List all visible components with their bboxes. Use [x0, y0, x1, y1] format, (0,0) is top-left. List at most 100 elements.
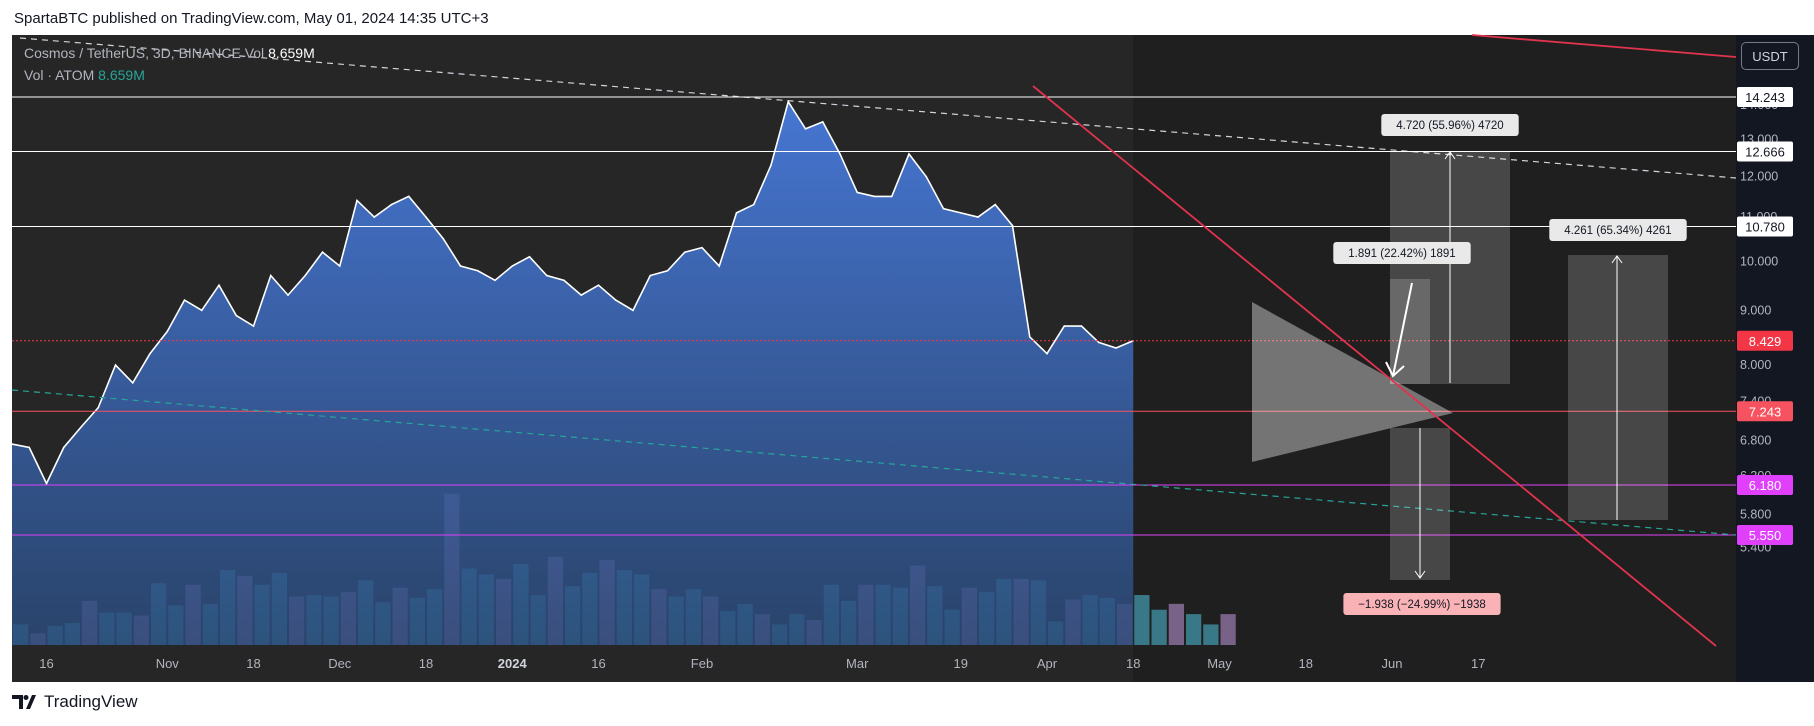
price-point	[45, 482, 48, 485]
price-point	[62, 446, 65, 449]
x-tick-label: 2024	[498, 656, 528, 671]
price-point	[304, 274, 307, 277]
x-tick-label: 17	[1471, 656, 1485, 671]
vol-prefix: Vol	[244, 45, 265, 61]
price-point	[321, 251, 324, 253]
price-point	[545, 274, 548, 277]
x-tick-label: Feb	[691, 656, 713, 671]
price-point	[494, 279, 496, 282]
price-point	[614, 299, 617, 301]
price-point	[235, 314, 238, 317]
volume-bar	[1220, 614, 1236, 645]
price-tag: 6.180	[1737, 475, 1793, 496]
price-point	[580, 294, 583, 296]
price-tag-box	[1737, 401, 1793, 422]
price-tag-text: 5.550	[1749, 528, 1782, 543]
price-point	[166, 330, 169, 333]
x-tick-label: 18	[246, 656, 260, 671]
price-point	[476, 269, 479, 272]
price-point	[407, 195, 410, 198]
price-point	[942, 207, 945, 210]
measure-arrow-up-head	[1611, 255, 1623, 264]
x-tick-label: 18	[419, 656, 433, 671]
measure-arrow-up-head	[1444, 151, 1456, 160]
price-tag-box	[1737, 87, 1793, 107]
currency-button[interactable]: USDT	[1741, 42, 1799, 70]
footer-brand: TradingView	[44, 692, 138, 711]
price-point	[821, 121, 824, 123]
price-tag-text: 14.243	[1745, 90, 1785, 105]
measure-box	[1568, 255, 1668, 520]
price-point	[632, 309, 634, 312]
price-point	[925, 175, 928, 178]
price-point	[683, 251, 686, 253]
measure-label: −1.938 (−24.99%) −1938	[1343, 593, 1501, 615]
price-point	[839, 153, 841, 155]
price-tag: 10.780	[1737, 216, 1793, 237]
price-point	[390, 203, 393, 206]
price-point	[252, 325, 255, 327]
price-tag-text: 6.180	[1749, 478, 1782, 493]
price-point	[269, 274, 272, 277]
price-point	[218, 284, 220, 287]
measure-label: 4.720 (55.96%) 4720	[1381, 114, 1519, 136]
volume-bar	[1186, 614, 1202, 645]
y-tick-label: 9.000	[1740, 303, 1771, 317]
price-point	[1080, 325, 1083, 327]
volume-bar	[1151, 609, 1167, 645]
measure-label-text: 4.261 (65.34%) 4261	[1564, 225, 1671, 237]
vol-atom-value: 8.659M	[98, 67, 145, 83]
vol-value: 8.659M	[268, 45, 315, 61]
price-tag-box	[1737, 475, 1793, 496]
price-point	[908, 153, 910, 155]
price-point	[149, 352, 151, 355]
price-tag: 8.429	[1737, 330, 1793, 351]
x-tick-label: Dec	[328, 656, 352, 671]
price-point	[597, 284, 600, 287]
measure-label-text: 4.720 (55.96%) 4720	[1396, 120, 1503, 132]
price-point	[701, 246, 703, 249]
measure-label-box	[1343, 593, 1501, 615]
volume-legend: Vol · ATOM 8.659M	[24, 67, 145, 83]
price-point	[787, 100, 790, 103]
price-point	[977, 216, 979, 218]
green-dashed-trendline	[11, 389, 1737, 536]
price-point	[200, 309, 203, 312]
symbol-legend: Cosmos / TetherUS, 3D, BINANCE Vol 8.659…	[24, 45, 315, 61]
price-point	[1097, 341, 1100, 344]
volume-bar	[1203, 624, 1219, 645]
projection-arrow	[1392, 282, 1413, 377]
price-tag: 12.666	[1737, 141, 1793, 162]
price-point	[735, 212, 738, 214]
y-tick-label: 5.800	[1740, 508, 1771, 522]
publisher-header: SpartaBTC published on TradingView.com, …	[14, 10, 489, 27]
projection-arrow-head	[1385, 361, 1405, 378]
vol-atom-label: Vol · ATOM	[24, 67, 95, 83]
y-tick-label: 8.000	[1740, 358, 1771, 372]
price-point	[873, 195, 876, 198]
price-point	[1115, 347, 1117, 349]
price-point	[528, 255, 531, 258]
price-line	[11, 99, 1134, 486]
x-tick-label: Apr	[1037, 656, 1058, 671]
y-tick-label: 6.800	[1740, 434, 1771, 448]
price-area	[12, 101, 1134, 645]
price-point	[287, 294, 289, 296]
x-tick-label: 19	[954, 656, 968, 671]
measure-label-text: 1.891 (22.42%) 1891	[1348, 248, 1455, 260]
price-tag-text: 12.666	[1745, 145, 1785, 160]
price-point	[11, 443, 13, 445]
x-tick-label: Nov	[156, 656, 180, 671]
price-point	[1046, 352, 1048, 355]
price-point	[131, 382, 134, 384]
price-tag-box	[1737, 330, 1793, 351]
x-tick-label: Jun	[1382, 656, 1403, 671]
price-point	[114, 364, 117, 366]
downtrend-line-top	[1471, 34, 1737, 58]
price-point	[459, 265, 462, 267]
price-point	[511, 265, 514, 267]
price-point	[1063, 325, 1066, 327]
volume-bar	[1134, 595, 1150, 645]
price-point	[338, 265, 341, 267]
